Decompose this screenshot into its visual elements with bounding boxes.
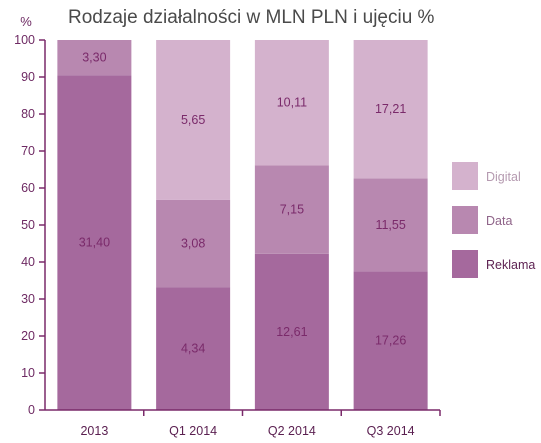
y-tick-label: 80 [21, 107, 35, 121]
legend-swatch-reklama [452, 250, 478, 278]
y-tick-label: 30 [21, 292, 35, 306]
bar-segment-reklama [57, 75, 132, 410]
legend-swatch-digital [452, 162, 478, 190]
bar-segment-reklama [156, 287, 231, 410]
data-label: 31,40 [79, 236, 110, 250]
bar-segment-data [353, 178, 428, 272]
y-axis-unit: % [20, 14, 32, 29]
y-tick-label: 20 [21, 329, 35, 343]
bar-segment-data [156, 199, 231, 288]
y-tick-label: 0 [28, 403, 35, 417]
legend-label-reklama: Reklama [486, 258, 535, 272]
data-label: 4,34 [181, 342, 205, 356]
legend: Digital Data Reklama [452, 162, 535, 278]
x-axis: 2013 Q1 2014 Q2 2014 Q3 2014 [45, 409, 441, 438]
bar-segment-data [254, 165, 329, 254]
x-tick-label: Q1 2014 [169, 424, 217, 438]
y-tick-label: 70 [21, 144, 35, 158]
y-tick-label: 50 [21, 218, 35, 232]
data-label: 10,11 [277, 96, 307, 110]
bar-segment-digital [254, 40, 329, 166]
bar-segment-digital [156, 40, 231, 200]
x-tick-label: Q2 2014 [268, 424, 316, 438]
legend-label-data: Data [486, 214, 512, 228]
bar-segment-data [57, 40, 132, 76]
y-tick-label: 90 [21, 70, 35, 84]
y-tick-label: 100 [14, 33, 35, 47]
data-label: 17,21 [375, 102, 406, 116]
y-tick-label: 60 [21, 181, 35, 195]
chart-title: Rodzaje działalności w MLN PLN i ujęciu … [68, 7, 435, 28]
y-axis: 0 10 20 30 40 50 60 70 80 90 100 [14, 33, 46, 417]
data-label: 3,08 [181, 237, 205, 251]
data-label: 3,30 [82, 51, 106, 65]
x-tick-label: Q3 2014 [367, 424, 415, 438]
y-tick-label: 10 [21, 366, 35, 380]
data-label: 12,61 [276, 325, 307, 339]
bars: 31,40 3,30 4,34 3,08 5,65 12,61 7,15 10,11 17,26… [57, 40, 428, 410]
data-label: 11,55 [375, 218, 405, 232]
legend-swatch-data [452, 206, 478, 234]
bar-segment-digital [353, 40, 428, 179]
data-label: 5,65 [181, 113, 205, 127]
bar-segment-reklama [353, 271, 428, 410]
data-label: 17,26 [375, 334, 406, 348]
bar-segment-reklama [254, 253, 329, 410]
legend-label-digital: Digital [486, 170, 521, 184]
y-tick-label: 40 [21, 255, 35, 269]
x-tick-label: 2013 [80, 424, 108, 438]
data-label: 7,15 [280, 203, 304, 217]
